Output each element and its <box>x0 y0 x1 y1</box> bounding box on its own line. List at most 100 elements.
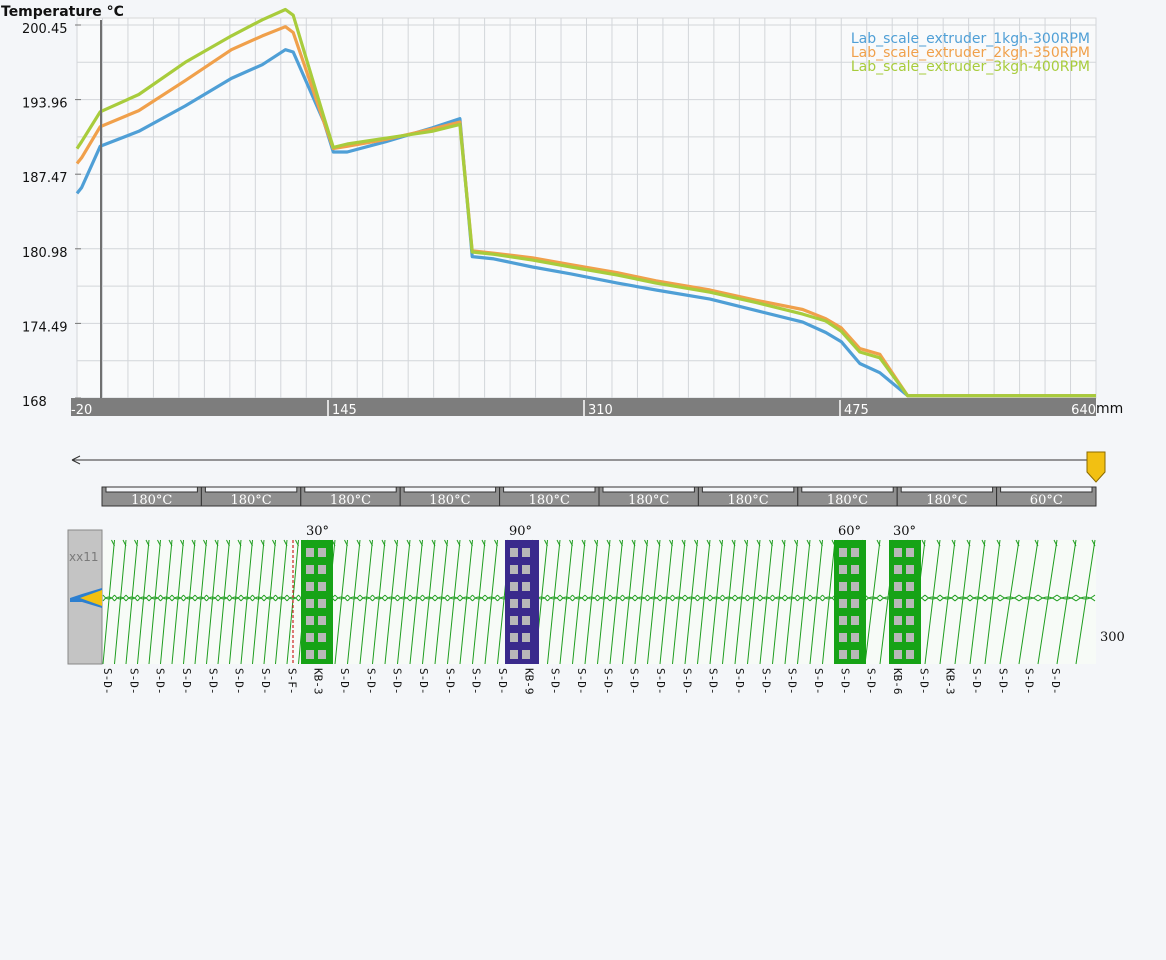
screw-root <box>459 594 473 602</box>
kneading-block[interactable] <box>834 540 866 664</box>
screw-element-label: S-D- <box>338 668 351 695</box>
kneading-disc <box>839 565 847 574</box>
kneading-blocks <box>301 540 921 664</box>
screw-flight <box>876 539 881 547</box>
screw-flight <box>924 539 941 665</box>
screw-root <box>263 594 276 602</box>
screw-flight <box>966 539 971 547</box>
kneading-disc <box>522 650 530 659</box>
screw-flight <box>359 539 373 665</box>
kneading-disc <box>306 565 314 574</box>
screw-end-value: 300 <box>1100 630 1125 645</box>
screw-element-label: S-D- <box>838 668 851 695</box>
screw-flight <box>157 539 161 547</box>
kneading-angle-label: 60° <box>838 524 861 539</box>
screw-flight <box>1037 539 1058 665</box>
screw-flight <box>372 539 386 665</box>
screw-flight <box>344 539 348 547</box>
screw-element-label: S-D- <box>707 668 720 695</box>
screw-flight <box>347 539 361 665</box>
screw-flight <box>644 539 648 547</box>
screw-root <box>484 594 498 602</box>
screw-flight <box>981 539 986 547</box>
end-marker-handle[interactable] <box>1086 451 1106 483</box>
kneading-disc <box>894 633 902 642</box>
kneading-disc <box>510 582 518 591</box>
screw-flight <box>936 539 941 547</box>
screw-flight <box>806 539 811 547</box>
screw-flight <box>137 539 150 665</box>
screw-root <box>409 594 423 602</box>
screw-flight <box>456 539 461 547</box>
screw-flight <box>229 539 242 665</box>
screw-element-label: S-D- <box>364 668 377 695</box>
kneading-disc <box>839 599 847 608</box>
screw-root <box>347 594 361 602</box>
screw-root <box>634 594 648 602</box>
kneading-disc <box>906 599 914 608</box>
screw-flight <box>275 539 288 665</box>
kneading-disc <box>318 599 326 608</box>
screw-root <box>422 594 436 602</box>
screw-flight <box>734 539 748 665</box>
screw-flight <box>252 539 265 665</box>
kneading-block[interactable] <box>301 540 333 664</box>
screw-flight <box>669 539 673 547</box>
kneading-disc <box>306 582 314 591</box>
screw-flight <box>145 539 150 547</box>
screw-flight <box>556 539 561 547</box>
screw-flight <box>444 539 448 547</box>
arrow-left-icon <box>71 455 81 465</box>
kneading-block[interactable] <box>889 540 921 664</box>
screw-elements <box>102 539 1096 665</box>
screw-element-label: S-D- <box>654 668 667 695</box>
screw-flight <box>447 539 461 665</box>
screw-root <box>359 594 373 602</box>
screw-flight <box>999 539 1020 665</box>
screw-flight <box>237 539 242 547</box>
screw-flight <box>984 539 1001 665</box>
screw-element-label: KB-3 <box>944 668 957 695</box>
screw-element-label: S-D- <box>575 668 588 695</box>
screw-root <box>759 594 773 602</box>
screw-root <box>183 594 196 602</box>
kneading-disc <box>839 616 847 625</box>
kneading-disc <box>318 650 326 659</box>
screw-root <box>397 594 411 602</box>
kneading-disc <box>510 633 518 642</box>
screw-flight <box>494 539 498 547</box>
screw-flight <box>709 539 723 665</box>
screw-flight <box>472 539 486 665</box>
screw-flight <box>394 539 398 547</box>
screw-flight <box>102 539 115 665</box>
screw-flight <box>484 539 498 665</box>
screw-flight <box>295 539 299 547</box>
barrel-zone-temp: 180°C <box>330 493 371 508</box>
screw-flight <box>1034 539 1039 547</box>
feed-block-label: xx11 <box>69 550 98 564</box>
screw-flight <box>1015 539 1020 547</box>
screw-root <box>609 594 623 602</box>
screw-root <box>1037 594 1058 602</box>
screw-flight <box>134 539 138 547</box>
kneading-disc <box>522 599 530 608</box>
screw-root <box>206 594 219 602</box>
kneading-disc <box>906 565 914 574</box>
y-tick-label: 187.47 <box>22 171 68 186</box>
kneading-disc <box>894 599 902 608</box>
screw-flight <box>647 539 661 665</box>
kneading-disc <box>522 633 530 642</box>
screw-element-label: S-D- <box>970 668 983 695</box>
screw-element-label: S-D- <box>154 668 167 695</box>
kneading-disc <box>318 582 326 591</box>
screw-element-label: S-D- <box>733 668 746 695</box>
screw-flight <box>784 539 798 665</box>
chart-series <box>75 7 1096 398</box>
screw-flight <box>191 539 196 547</box>
screw-element-label: S-D- <box>786 668 799 695</box>
screw-flight <box>125 539 138 665</box>
screw-root <box>125 594 138 602</box>
barrel-zone-temp: 180°C <box>529 493 570 508</box>
kneading-disc <box>906 616 914 625</box>
screw-element-label: S-F- <box>285 668 298 695</box>
